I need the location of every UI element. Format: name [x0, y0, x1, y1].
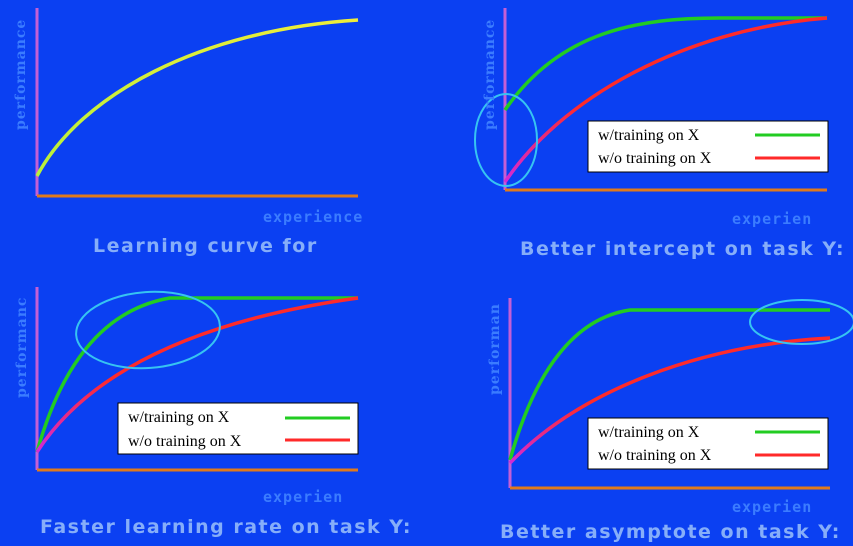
intercept-highlight-ellipse	[474, 93, 538, 187]
legend-without-training-label: w/o training on X	[598, 447, 712, 464]
x-axis-label: experien	[263, 488, 343, 506]
y-axis-label: performance	[13, 19, 29, 130]
panel-caption: Better asymptote on task Y:	[500, 521, 841, 543]
with-training-line	[35, 296, 358, 453]
panel-caption: Learning curve for	[93, 235, 318, 257]
panel-better-intercept: performance experien Better intercept on…	[474, 8, 845, 260]
x-axis-label: experien	[732, 498, 812, 516]
legend-box	[587, 120, 829, 173]
with-training-line	[503, 16, 827, 111]
legend-box	[117, 402, 359, 455]
legend-box	[587, 417, 829, 470]
panel-faster-learning-rate: performanc experien Faster learning rate…	[14, 287, 412, 538]
legend: w/training on X w/o training on X	[117, 402, 359, 455]
panel-learning-curve: performance experience Learning curve fo…	[13, 8, 363, 257]
legend: w/training on X w/o training on X	[587, 417, 829, 470]
panel-caption: Faster learning rate on task Y:	[40, 516, 412, 538]
y-axis-label: performance	[482, 19, 498, 130]
with-training-line	[508, 308, 830, 461]
without-training-line	[35, 296, 359, 453]
without-training-line	[503, 16, 828, 183]
x-axis-label: experience	[263, 208, 363, 226]
y-axis-label: performan	[487, 303, 503, 395]
legend-with-training-label: w/training on X	[598, 424, 700, 441]
asymptote-highlight-ellipse	[749, 299, 853, 345]
legend-without-training-label: w/o training on X	[128, 433, 242, 450]
legend-with-training-label: w/training on X	[598, 127, 700, 144]
learning-rate-highlight-ellipse	[75, 290, 221, 370]
panel-better-asymptote: performan experien Better asymptote on t…	[487, 298, 853, 543]
y-axis-label: performanc	[14, 297, 30, 398]
legend: w/training on X w/o training on X	[587, 120, 829, 173]
panel-caption: Better intercept on task Y:	[520, 238, 845, 260]
x-axis-label: experien	[732, 210, 812, 228]
legend-with-training-label: w/training on X	[128, 409, 230, 426]
legend-without-training-label: w/o training on X	[598, 150, 712, 167]
learning-curve-line	[35, 18, 359, 177]
